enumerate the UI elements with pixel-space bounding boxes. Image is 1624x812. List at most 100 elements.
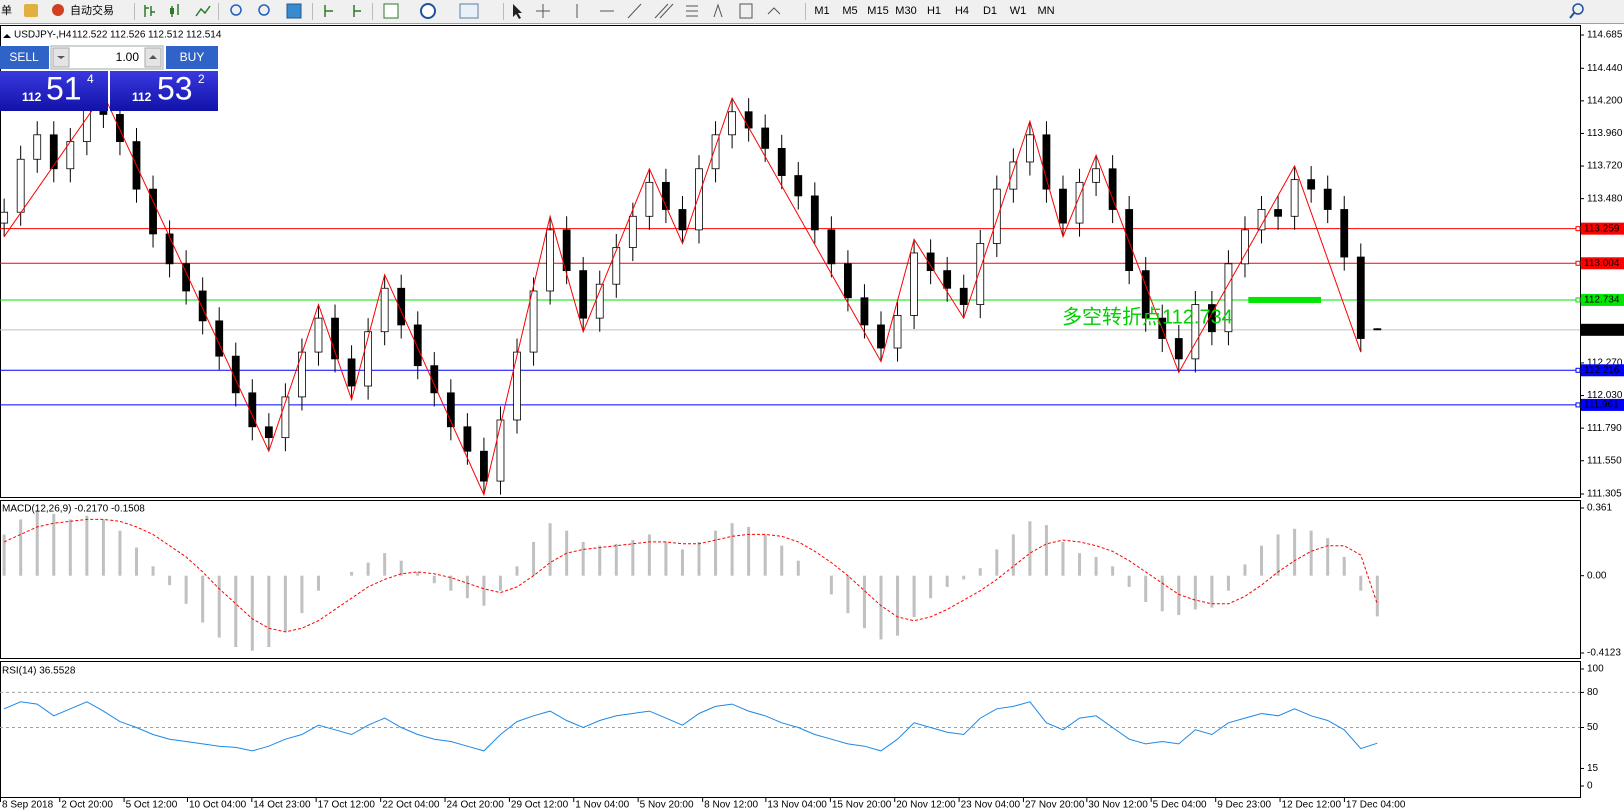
collapse-arrow[interactable] [3, 34, 11, 38]
icon-label[interactable] [739, 3, 753, 19]
menu-fragment[interactable]: 单 [1, 4, 12, 17]
y-tick-label: 0.00 [1587, 570, 1607, 581]
pivot-marker-bar [1248, 296, 1322, 303]
icon-shift[interactable] [353, 5, 361, 17]
icon-line-chart[interactable] [195, 5, 211, 17]
icon-tile[interactable] [286, 3, 302, 19]
timeframe-button[interactable]: M5 [842, 5, 857, 17]
x-tick-label: 14 Oct 23:00 [253, 800, 311, 811]
candle-body [761, 127, 770, 149]
icon-autotrading[interactable] [52, 4, 64, 16]
rsi-line [3, 701, 1378, 752]
candle-body [1092, 168, 1100, 183]
icon-bar-chart[interactable] [144, 5, 155, 17]
candle-body [662, 181, 670, 210]
timeframe-button[interactable]: MN [1037, 5, 1054, 17]
sell-button[interactable] [0, 46, 49, 69]
candle-body [695, 168, 703, 231]
auto-trading-button[interactable]: 自动交易 [70, 3, 114, 17]
icon-templates[interactable] [459, 3, 479, 19]
icon-periods[interactable] [420, 3, 436, 19]
y-tick-label: 111.790 [1587, 423, 1622, 434]
icon-crosshair[interactable] [536, 4, 550, 18]
buy-big-figure: 112 [132, 90, 152, 104]
timeframe-button[interactable]: H1 [927, 5, 941, 17]
y-tick-label: 114.440 [1587, 63, 1623, 74]
candle-body [82, 107, 91, 143]
rsi-panel-frame [0, 661, 1581, 798]
candle-body [149, 188, 157, 235]
icon-zoom-in[interactable] [230, 4, 242, 16]
candle-body [430, 365, 439, 394]
y-tick-label: 114.200 [1587, 96, 1623, 107]
candle-body [116, 114, 124, 143]
candle-body [860, 297, 869, 326]
icon-arrows[interactable] [767, 7, 781, 15]
x-tick-label: 27 Nov 20:00 [1025, 800, 1085, 811]
level-marker [1575, 297, 1581, 303]
x-tick-label: 5 Oct 12:00 [126, 800, 178, 811]
candle-body [380, 287, 389, 333]
timeframe-button[interactable]: M1 [814, 5, 829, 17]
candle-body [215, 320, 224, 357]
icon-fibo[interactable] [686, 5, 698, 17]
x-tick-label: 30 Nov 12:00 [1088, 800, 1148, 811]
y-tick-label: 80 [1587, 687, 1599, 698]
icon-text[interactable] [713, 3, 723, 18]
icon-cursor[interactable] [513, 4, 522, 19]
candle-body [364, 331, 373, 387]
icon-trendline[interactable] [627, 3, 642, 19]
signal-line [3, 518, 1378, 633]
candle-body [926, 252, 935, 272]
candle-body [844, 263, 852, 299]
ohlc-close: 112.514 [186, 30, 222, 41]
timeframe-button[interactable]: M15 [867, 5, 888, 17]
x-tick-label: 9 Dec 23:00 [1217, 800, 1271, 811]
candle-body [480, 450, 488, 482]
icon-autoscroll[interactable] [324, 5, 333, 17]
symbol-label: USDJPY-,H4 [14, 30, 72, 41]
x-tick-label: 20 Nov 12:00 [896, 800, 956, 811]
buy-pips: 53 [157, 70, 193, 106]
ohlc-open: 112.522 [72, 30, 108, 41]
icon-pencil[interactable] [24, 4, 38, 17]
ohlc-low: 112.512 [148, 30, 184, 41]
candle-body [1290, 179, 1299, 217]
icon-channel[interactable] [654, 3, 674, 19]
x-tick-label: 8 Nov 12:00 [704, 800, 758, 811]
candle-body [1025, 134, 1034, 163]
lot-input[interactable] [50, 45, 164, 70]
annotation: 多空转折点112.734 [1062, 305, 1233, 328]
candle-body [331, 317, 339, 360]
candle-body [728, 111, 736, 136]
buy-price-box[interactable] [110, 71, 218, 111]
candle-body [165, 233, 174, 265]
timeframe-button[interactable]: D1 [983, 5, 997, 17]
candle-body [1125, 209, 1134, 272]
candle-body [347, 358, 356, 387]
timeframe-button[interactable]: M30 [895, 5, 916, 17]
lot-value[interactable]: 1.00 [116, 50, 140, 64]
sell-label[interactable]: SELL [9, 50, 39, 64]
timeframe-button[interactable]: W1 [1010, 5, 1027, 17]
sell-price-box[interactable] [0, 71, 108, 111]
y-tick-label: 114.685 [1587, 30, 1623, 41]
x-tick-label: 17 Oct 12:00 [318, 800, 376, 811]
x-tick-label: 24 Oct 20:00 [447, 800, 505, 811]
candle-body [397, 287, 406, 326]
timeframe-button[interactable]: H4 [955, 5, 969, 17]
toolbar: 单 自动交易 M1 M5 M15 M30 H1 H4 D1 W1 MN [0, 0, 1624, 24]
candle-body [562, 229, 571, 272]
icon-indicators[interactable] [383, 3, 399, 19]
candle-body [1075, 181, 1084, 224]
candle-body [33, 134, 42, 160]
level-label-box [1581, 293, 1624, 306]
icon-zoom-out[interactable] [258, 4, 270, 16]
candle-body [1274, 209, 1282, 217]
x-tick-label: 23 Nov 04:00 [961, 800, 1021, 811]
buy-label[interactable]: BUY [180, 50, 205, 64]
icon-search[interactable] [1572, 3, 1584, 15]
buy-button[interactable] [166, 46, 218, 69]
